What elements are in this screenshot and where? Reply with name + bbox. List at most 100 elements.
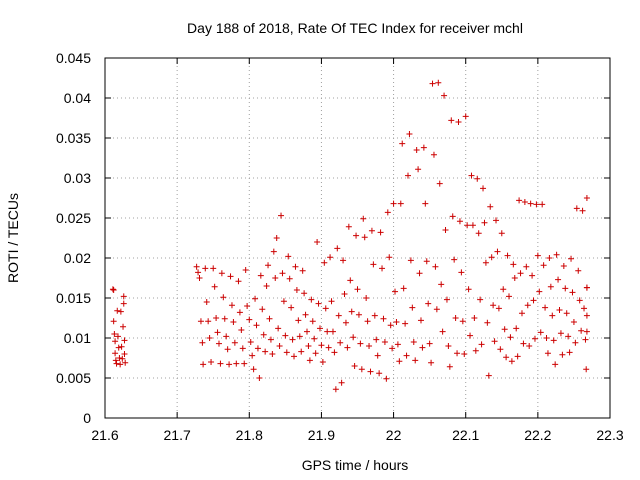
x-tick-label: 21.7 <box>164 427 191 443</box>
data-point <box>475 230 482 237</box>
data-point <box>377 229 384 236</box>
data-point <box>506 293 512 300</box>
data-point <box>438 281 445 288</box>
data-point <box>298 348 305 355</box>
data-point <box>371 312 378 319</box>
data-point <box>265 262 272 269</box>
y-tick-label: 0.005 <box>56 370 91 386</box>
data-point <box>534 252 541 259</box>
data-point <box>526 343 533 349</box>
x-tick-label: 21.8 <box>236 427 263 443</box>
data-point <box>480 185 487 192</box>
data-point <box>254 345 261 352</box>
data-point <box>511 275 518 281</box>
data-point <box>546 255 553 261</box>
data-point <box>301 290 308 297</box>
data-point <box>109 286 116 293</box>
data-point <box>454 350 461 357</box>
data-point <box>228 302 235 309</box>
y-tick-label: 0.02 <box>64 250 91 266</box>
data-point <box>449 213 456 220</box>
data-point <box>544 350 551 357</box>
data-point <box>516 197 523 204</box>
y-tick-label: 0.045 <box>56 50 91 66</box>
data-point <box>432 263 439 270</box>
data-point <box>110 318 117 325</box>
data-point <box>536 288 543 295</box>
data-point <box>367 368 374 375</box>
data-point <box>368 227 375 234</box>
data-point <box>266 315 273 322</box>
x-tick-label: 22.1 <box>452 427 479 443</box>
data-point <box>380 315 387 322</box>
data-point <box>308 296 315 303</box>
data-point <box>583 284 590 291</box>
data-point <box>517 270 524 277</box>
data-point <box>575 267 582 274</box>
data-point <box>559 351 566 358</box>
data-point <box>384 209 391 216</box>
data-point <box>478 341 485 348</box>
data-point <box>218 270 225 277</box>
data-point <box>513 325 520 332</box>
data-point <box>342 319 349 326</box>
y-tick-label: 0.04 <box>64 90 91 106</box>
data-point <box>376 370 383 377</box>
data-point <box>226 361 233 368</box>
data-point <box>215 340 222 347</box>
data-point <box>348 308 355 315</box>
data-point <box>533 201 540 208</box>
data-point <box>366 343 373 349</box>
data-point <box>472 347 479 354</box>
data-point <box>270 248 277 255</box>
data-point <box>231 339 238 346</box>
data-point <box>283 349 290 356</box>
data-point <box>121 337 128 344</box>
data-point <box>465 286 472 293</box>
data-point <box>568 255 575 262</box>
data-point <box>392 288 399 295</box>
data-point <box>296 333 303 340</box>
data-point <box>325 344 332 351</box>
data-point <box>233 360 240 367</box>
data-point <box>345 223 352 230</box>
data-point <box>335 312 342 319</box>
data-point <box>410 339 417 345</box>
data-point <box>295 317 302 324</box>
x-tick-label: 22.3 <box>596 427 623 443</box>
data-point <box>560 263 567 269</box>
data-point <box>409 304 416 311</box>
data-point <box>537 329 544 336</box>
data-point <box>565 333 572 340</box>
y-tick-label: 0.035 <box>56 130 91 146</box>
data-point <box>122 359 129 366</box>
data-point <box>443 296 450 303</box>
data-point <box>461 351 468 357</box>
data-point <box>205 318 212 325</box>
data-point <box>244 303 251 309</box>
data-point <box>276 343 283 349</box>
data-point <box>353 232 360 239</box>
plot-frame <box>104 57 611 419</box>
data-point <box>252 295 259 302</box>
data-point <box>238 327 245 333</box>
data-point <box>514 353 521 360</box>
data-point <box>400 285 407 292</box>
data-point <box>253 322 260 329</box>
data-point <box>430 151 437 158</box>
data-point <box>413 147 420 153</box>
data-point <box>387 322 394 329</box>
data-point <box>439 328 446 335</box>
data-point <box>402 320 409 327</box>
data-point <box>425 300 432 307</box>
data-point <box>117 308 124 315</box>
data-point <box>202 265 209 272</box>
data-point <box>572 339 579 346</box>
data-point <box>550 337 557 344</box>
data-point <box>383 375 390 382</box>
data-point <box>557 330 564 337</box>
data-point <box>547 283 554 290</box>
data-point <box>490 302 497 309</box>
data-point <box>488 254 495 261</box>
data-point <box>306 357 313 364</box>
